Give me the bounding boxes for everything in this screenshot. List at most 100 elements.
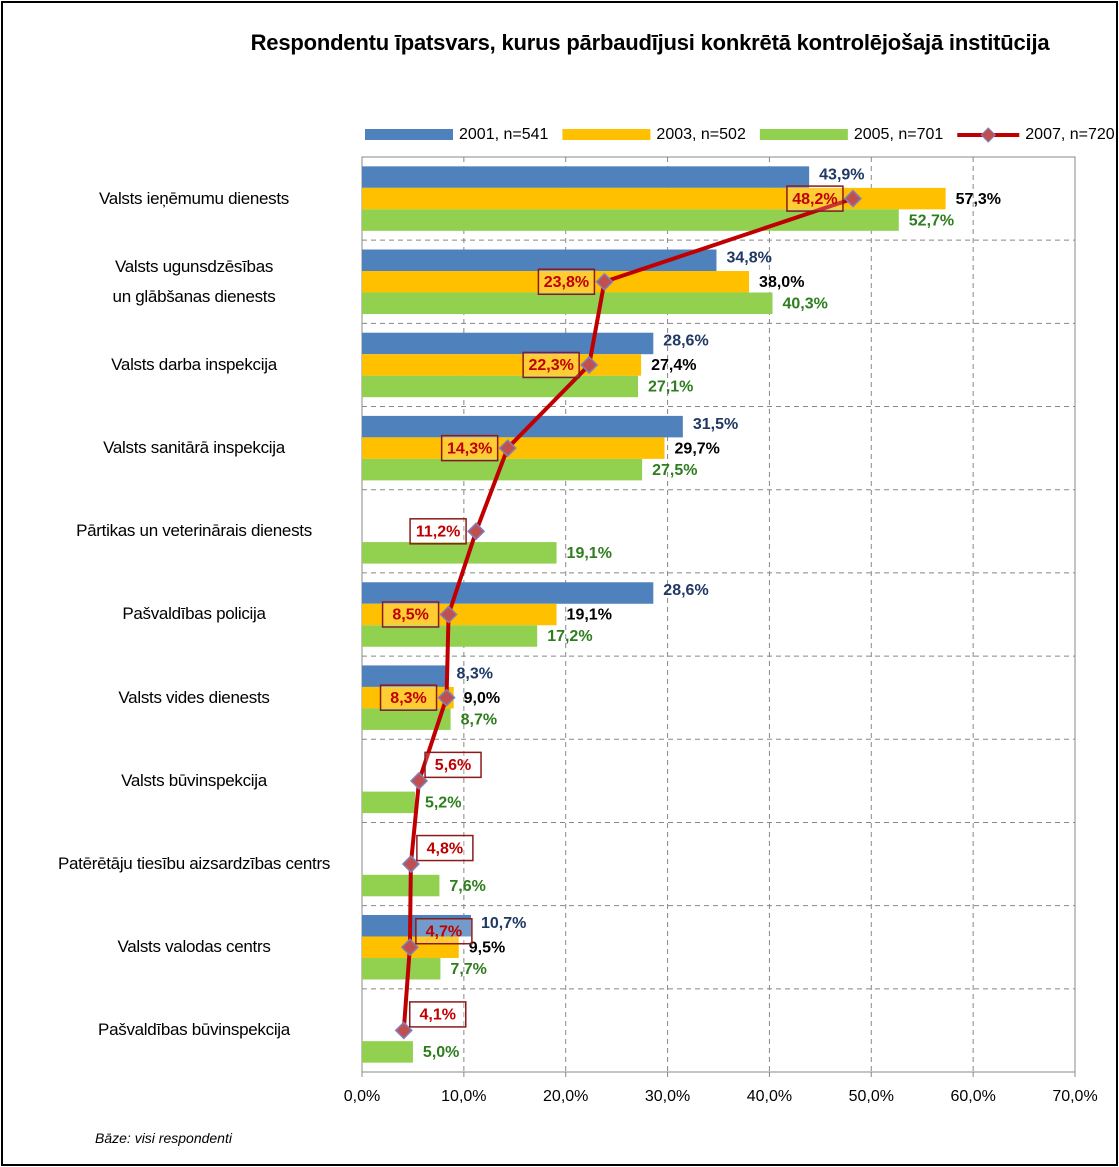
data-label: 17,2% <box>547 628 592 645</box>
data-label: 31,5% <box>693 416 738 433</box>
data-label: 8,3% <box>390 690 426 707</box>
data-label: 48,2% <box>792 191 837 208</box>
data-label: 5,2% <box>425 795 461 812</box>
data-label-box <box>379 684 438 711</box>
data-label: 38,0% <box>759 274 804 291</box>
bar <box>362 957 441 980</box>
category-label: Valsts ieņēmumu dienests <box>99 188 289 208</box>
data-label: 7,6% <box>449 878 485 895</box>
line-marker <box>580 355 599 375</box>
bar <box>362 249 717 272</box>
data-label-box <box>440 434 499 462</box>
line-marker <box>843 189 863 208</box>
category-label: Valsts sanitārā inspekcija <box>103 438 285 458</box>
bar <box>362 166 810 188</box>
line-marker <box>439 605 458 624</box>
data-label: 11,2% <box>416 524 460 541</box>
data-label-box <box>522 351 580 379</box>
bar <box>362 375 639 398</box>
category-label: Valsts darba inspekcija <box>111 354 277 374</box>
data-label: 57,3% <box>956 191 1001 208</box>
legend-swatch <box>365 129 453 140</box>
data-label: 10,7% <box>481 915 526 932</box>
bar <box>362 791 415 814</box>
data-label: 14,3% <box>447 440 492 457</box>
category-label: Valsts valodas centrs <box>117 937 271 957</box>
bar <box>362 708 451 730</box>
x-tick-label: 60,0% <box>950 1088 995 1105</box>
bar <box>362 458 643 481</box>
data-label: 8,7% <box>461 711 497 728</box>
line-marker <box>400 938 419 957</box>
legend-label: 2001, n=541 <box>459 126 549 143</box>
bar <box>362 332 654 355</box>
footnote: Bāze: visi respondenti <box>95 1130 232 1146</box>
data-label-box <box>786 185 844 212</box>
line-marker <box>467 522 486 541</box>
line-marker <box>401 854 420 874</box>
bar <box>362 415 683 438</box>
data-label: 28,6% <box>663 582 708 599</box>
data-label: 19,1% <box>567 545 612 562</box>
data-label-box <box>416 834 474 862</box>
data-label-box <box>537 268 596 296</box>
data-label: 22,3% <box>528 357 573 374</box>
data-label: 8,5% <box>392 607 428 624</box>
category-label: Pašvaldības policija <box>122 604 266 624</box>
legend-swatch <box>759 129 848 140</box>
x-tick-label: 50,0% <box>849 1088 894 1105</box>
data-label: 4,1% <box>420 1007 456 1024</box>
bar <box>362 665 447 687</box>
bar <box>362 603 557 626</box>
legend-swatch <box>980 127 996 143</box>
x-tick-label: 20,0% <box>543 1088 588 1105</box>
data-label: 4,8% <box>427 840 463 857</box>
bar <box>362 271 750 293</box>
line-marker <box>437 688 456 707</box>
bar <box>362 354 642 376</box>
line-marker <box>498 439 517 458</box>
data-label: 5,6% <box>435 757 471 774</box>
data-label: 43,9% <box>819 166 864 183</box>
data-label: 28,6% <box>663 333 708 350</box>
category-label: Pašvaldības būvinspekcija <box>98 1020 290 1040</box>
legend-label: 2005, n=701 <box>854 126 944 143</box>
legend-swatch <box>562 129 651 140</box>
legend-label: 2003, n=502 <box>656 126 746 143</box>
x-tick-label: 30,0% <box>645 1088 690 1105</box>
category-label: Patērētāju tiesību aizsardzības centrs <box>57 854 331 874</box>
category-label: Valsts būvinspekcija <box>121 770 267 790</box>
data-label: 23,8% <box>544 274 589 291</box>
bar <box>362 209 899 231</box>
data-label-box <box>409 518 467 545</box>
data-label: 9,0% <box>464 690 500 707</box>
data-label: 27,5% <box>652 462 697 479</box>
data-label-box <box>409 1001 467 1028</box>
bar <box>362 187 946 210</box>
data-label-box <box>424 751 482 779</box>
data-label: 52,7% <box>909 212 954 229</box>
data-label: 8,3% <box>457 665 493 682</box>
data-label: 4,7% <box>426 923 462 940</box>
bar <box>362 1041 413 1063</box>
category-label: Valsts vides dienests <box>118 687 270 707</box>
category-label: Valsts ugunsdzēsības un glābšanas dienes… <box>112 256 276 306</box>
data-label: 27,4% <box>651 357 696 374</box>
data-label: 9,5% <box>469 939 505 956</box>
data-label: 7,7% <box>450 961 486 978</box>
line-marker <box>394 1021 413 1040</box>
bar <box>362 582 654 604</box>
bar <box>362 542 557 564</box>
x-tick-label: 10,0% <box>441 1088 486 1105</box>
x-tick-label: 70,0% <box>1052 1088 1097 1105</box>
data-label: 34,8% <box>726 249 771 266</box>
data-label-box <box>415 917 473 945</box>
bar <box>362 686 454 709</box>
category-label: Pārtikas un veterinārais dienests <box>76 521 312 541</box>
data-label: 27,1% <box>648 379 693 396</box>
x-tick-label: 0,0% <box>344 1088 380 1105</box>
data-label-box <box>381 601 440 628</box>
